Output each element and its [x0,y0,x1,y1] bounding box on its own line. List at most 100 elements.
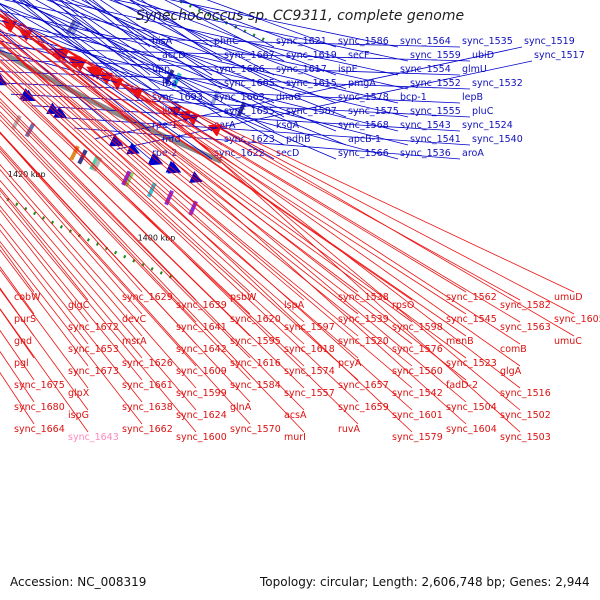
gene-leader-line [113,0,285,90]
gene-leader-line [0,15,467,337]
reverse-gene-label: sync_1579 [392,432,443,443]
forward-gene-arrow [46,102,60,114]
forward-gene-label: sync_1693 [152,92,203,103]
cds-block [210,90,220,106]
reverse-gene-label: sync_1597 [284,322,335,333]
reverse-gene-label: sync_1595 [230,336,281,347]
gene-leader-line [60,0,213,104]
gene-leader-line [0,15,467,359]
reverse-gene-label: msrA [122,336,147,347]
forward-gene-label: sync_1519 [524,36,575,47]
forward-gene-label: secD [276,148,299,159]
gene-leader-line [0,47,471,62]
reverse-gene-label: pgl [14,358,29,369]
gene-leader-line [0,32,359,315]
gene-leader-line [70,0,337,104]
reverse-gene-label: psbW [230,292,257,303]
accession-label: Accession: NC_008319 [10,575,147,589]
forward-gene-label: sync_1587 [286,106,337,117]
reverse-gene-label: sync_1570 [230,424,281,435]
reverse-gene-label: sync_1538 [338,292,389,303]
forward-gene-label: pdhB [286,134,311,145]
gene-leader-line [0,145,251,425]
reverse-gene-arrow [177,110,192,123]
reverse-gene-label: sync_1641 [176,322,227,333]
forward-gene-arrow [126,142,140,155]
forward-gene-label: sync_1578 [338,92,389,103]
gene-leader-line [0,187,143,359]
gene-leader-line [12,0,337,132]
gene-leader-line [68,50,521,345]
forward-gene-arrow [53,106,67,118]
reverse-gene-label: glpX [68,388,90,399]
forward-gene-label: sync_1532 [472,78,523,89]
reverse-gene-label: sync_1638 [122,402,173,413]
gene-leader-line [102,67,521,389]
gene-leader-line [0,66,359,403]
forward-gene-label: sync_1666 [214,64,265,75]
gene-leader-line [0,28,413,345]
forward-gene-label: ispE [338,64,358,75]
gene-leader-line [109,0,347,90]
gene-leader-line [0,35,461,48]
reverse-gene-label: sync_1680 [14,402,65,413]
reverse-gene-label: sync_1503 [500,432,551,443]
gene-leader-line [186,108,575,337]
reverse-gene-label: sync_1576 [392,344,443,355]
gene-leader-line [0,2,347,146]
reverse-gene-label: sync_1599 [176,388,227,399]
reverse-gene-label: sync_1504 [446,402,497,413]
reverse-gene-label: sync_1609 [176,366,227,377]
gene-leader-line [0,101,305,411]
reverse-gene-label: sync_1502 [500,410,551,421]
forward-gene-label: sync_1540 [472,134,523,145]
forward-gene-label: secF [348,50,369,61]
gene-leader-line [0,195,197,433]
reverse-gene-label: rpsO [392,300,414,311]
gene-leader-line [46,0,347,118]
forward-gene-label: ksgA [276,120,299,131]
gene-leader-line [52,0,399,76]
reverse-gene-label: sync_1673 [68,366,119,377]
gene-leader-line [0,51,359,359]
gene-leader-line [0,72,359,425]
forward-gene-label: sync_1552 [410,78,461,89]
reverse-gene-label: ruvA [338,424,361,435]
gene-leader-line [49,0,223,118]
gene-leader-line [3,0,409,90]
gene-leader-line [0,22,413,323]
gene-leader-line [0,20,409,118]
reverse-gene-label: sync_1616 [230,358,281,369]
gene-leader-line [31,105,461,132]
reverse-gene-label: sync_1562 [446,292,497,303]
gene-leader-line [0,82,461,104]
forward-gene-label: sync_1621 [276,36,327,47]
reverse-gene-label: sync_1643 [68,432,119,443]
forward-gene-label: pluC [472,106,494,117]
reverse-gene-label: comB [500,344,527,355]
gene-leader-line [0,33,413,367]
forward-gene-label: accD [162,50,186,61]
gene-leader-line [0,31,399,132]
gene-leader-line [3,13,467,403]
forward-gene-label: sync_1667 [224,50,275,61]
reverse-gene-label: sync_1560 [392,366,443,377]
forward-gene-label: aroA [462,148,484,159]
forward-gene-label: sync_1543 [400,120,451,131]
gene-leader-line [152,92,575,293]
reverse-gene-label: sync_1620 [230,314,281,325]
forward-gene-label: sync_1566 [338,148,389,159]
gene-leader-line [178,0,347,62]
forward-gene-label: sync_1541 [410,134,461,145]
scale-tick-label: 1420 kbp [8,170,46,179]
gene-leader-line [0,59,359,381]
forward-gene-label: sync_1524 [462,120,513,131]
forward-gene-arrow [109,134,124,147]
gene-leader-line [0,205,143,381]
gene-leader-line [81,0,275,104]
reverse-gene-label: sync_1653 [68,344,119,355]
forward-gene-arrow [189,171,203,183]
gene-leader-line [0,90,305,389]
gene-leader-line [0,223,143,403]
